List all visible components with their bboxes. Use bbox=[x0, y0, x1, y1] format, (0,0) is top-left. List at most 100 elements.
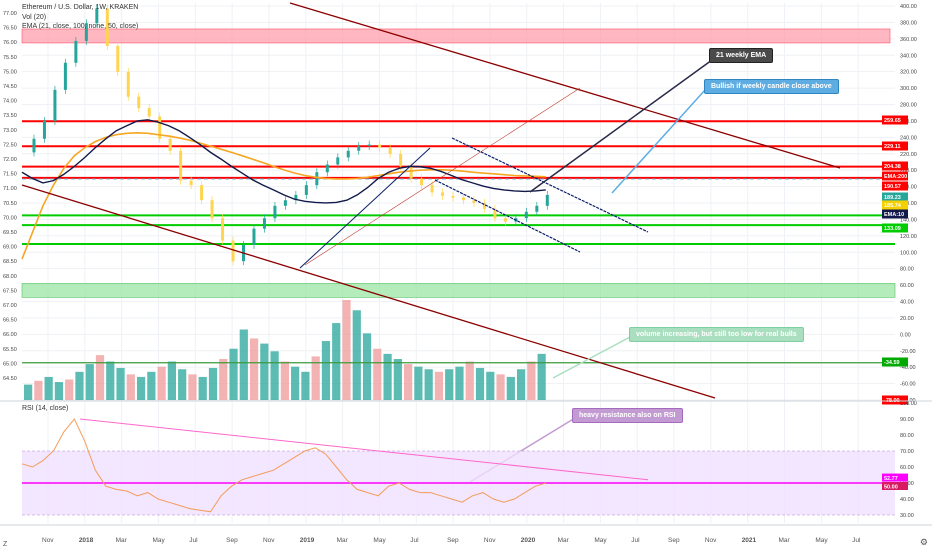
left-axis-tick: 76.00 bbox=[3, 40, 17, 46]
volume-bar bbox=[260, 343, 269, 400]
left-axis-tick: 66.00 bbox=[3, 332, 17, 338]
downtrend-line-lower bbox=[21, 184, 716, 399]
volume-bar bbox=[424, 369, 433, 400]
left-axis-tick: 70.50 bbox=[3, 201, 17, 207]
candle-body bbox=[325, 164, 329, 173]
volume-bar bbox=[167, 361, 177, 400]
trend-line-rising bbox=[299, 147, 431, 269]
candle-body bbox=[210, 200, 214, 219]
left-axis-tick: 73.50 bbox=[3, 113, 17, 119]
volume-bar bbox=[65, 379, 74, 400]
pointer-bullish bbox=[611, 89, 706, 194]
candle-body bbox=[441, 192, 445, 196]
rsi-legend: RSI (14, close) bbox=[22, 405, 69, 412]
candle-body bbox=[535, 205, 539, 212]
candle-body bbox=[388, 147, 392, 155]
candle-body bbox=[179, 150, 183, 181]
volume-bar bbox=[188, 374, 197, 400]
right-axis-tick: 120.00 bbox=[900, 234, 917, 240]
candle-body bbox=[74, 40, 78, 63]
price-tag bbox=[882, 223, 908, 233]
left-axis-tick: 76.50 bbox=[3, 26, 17, 32]
volume-bar bbox=[219, 358, 228, 400]
rsi-current-tag bbox=[882, 473, 908, 482]
candle-body bbox=[189, 180, 193, 186]
time-axis-tick: 2018 bbox=[79, 537, 94, 544]
callout-rsi-resistance: heavy resistance also on RSI bbox=[572, 408, 683, 423]
volume-bar bbox=[373, 348, 382, 400]
left-axis-tick: 64.50 bbox=[3, 376, 17, 382]
volume-bar bbox=[393, 358, 402, 400]
volume-bar bbox=[44, 376, 53, 400]
candle-body bbox=[451, 195, 455, 198]
price-tag-label: 259.65 bbox=[884, 118, 901, 124]
volume-bar bbox=[404, 364, 413, 400]
candle-body bbox=[409, 166, 413, 179]
price-tag bbox=[882, 395, 908, 405]
volume-bar bbox=[136, 376, 146, 400]
price-tag bbox=[882, 192, 908, 202]
volume-bar bbox=[85, 364, 94, 400]
volume-bar bbox=[352, 310, 361, 400]
candle-body bbox=[346, 150, 350, 158]
right-axis-tick: 360.00 bbox=[900, 37, 917, 43]
right-axis-tick: 240.00 bbox=[900, 135, 917, 141]
rsi-axis-tick: 100.00 bbox=[900, 401, 917, 407]
right-axis-tick: 80.00 bbox=[900, 267, 914, 273]
time-axis-tick: May bbox=[594, 537, 607, 544]
left-axis-tick: 65.50 bbox=[3, 347, 17, 353]
price-tag-label: 229.11 bbox=[884, 144, 901, 150]
time-axis-tick: May bbox=[152, 537, 165, 544]
price-tag bbox=[882, 200, 908, 210]
candle-body bbox=[95, 8, 99, 24]
candle-body bbox=[294, 194, 298, 201]
left-axis-tick: 74.00 bbox=[3, 99, 17, 105]
volume-bar bbox=[496, 374, 505, 400]
volume-bar bbox=[311, 356, 320, 400]
left-axis-tick: 72.50 bbox=[3, 142, 17, 148]
candle-body bbox=[304, 185, 308, 195]
volume-bar bbox=[95, 355, 105, 400]
volume-bar bbox=[208, 367, 218, 400]
time-axis-tick: Nov bbox=[42, 537, 54, 544]
right-axis-tick: 380.00 bbox=[900, 20, 917, 26]
candle-body bbox=[221, 218, 225, 241]
volume-bar bbox=[229, 348, 238, 400]
settings-gear-icon[interactable]: ⚙ bbox=[919, 537, 928, 547]
time-axis-tick: Sep bbox=[226, 537, 238, 544]
candle-body bbox=[472, 200, 476, 203]
pointer-volume bbox=[552, 335, 633, 379]
volume-bar bbox=[147, 371, 156, 400]
right-axis-tick: 100.00 bbox=[900, 250, 917, 256]
volume-bar bbox=[383, 353, 392, 400]
volume-bar bbox=[24, 384, 33, 400]
price-tag-label: 133.09 bbox=[884, 226, 901, 232]
right-axis-tick: -40.00 bbox=[900, 365, 916, 371]
right-axis-tick: 340.00 bbox=[900, 53, 917, 59]
candle-body bbox=[430, 185, 434, 193]
resistance-zone bbox=[21, 28, 891, 44]
left-axis-tick: 74.50 bbox=[3, 84, 17, 90]
downtrend-line-upper bbox=[289, 2, 841, 169]
rsi-axis-tick: 60.00 bbox=[900, 465, 914, 471]
volume-bar bbox=[291, 366, 300, 400]
time-axis-tick: May bbox=[815, 537, 828, 544]
right-axis-tick: -60.00 bbox=[900, 382, 916, 388]
right-axis-tick: 320.00 bbox=[900, 70, 917, 76]
price-tag-label: 190.57 bbox=[884, 184, 901, 190]
candle-body bbox=[399, 154, 403, 167]
candle-body bbox=[545, 194, 549, 206]
right-axis-tick: 200.00 bbox=[900, 168, 917, 174]
candle-body bbox=[420, 178, 424, 186]
log-scale-button[interactable]: Z bbox=[3, 541, 8, 548]
candle-body bbox=[461, 197, 465, 201]
left-axis-tick: 68.50 bbox=[3, 259, 17, 265]
volume-bar bbox=[486, 371, 495, 400]
callout-bullish-close: Bullish if weekly candle close above bbox=[704, 79, 839, 94]
volume-bar bbox=[516, 369, 526, 400]
candle-body bbox=[336, 157, 340, 165]
time-axis-tick: 2020 bbox=[521, 537, 536, 544]
channel-line-bottom bbox=[434, 179, 581, 253]
